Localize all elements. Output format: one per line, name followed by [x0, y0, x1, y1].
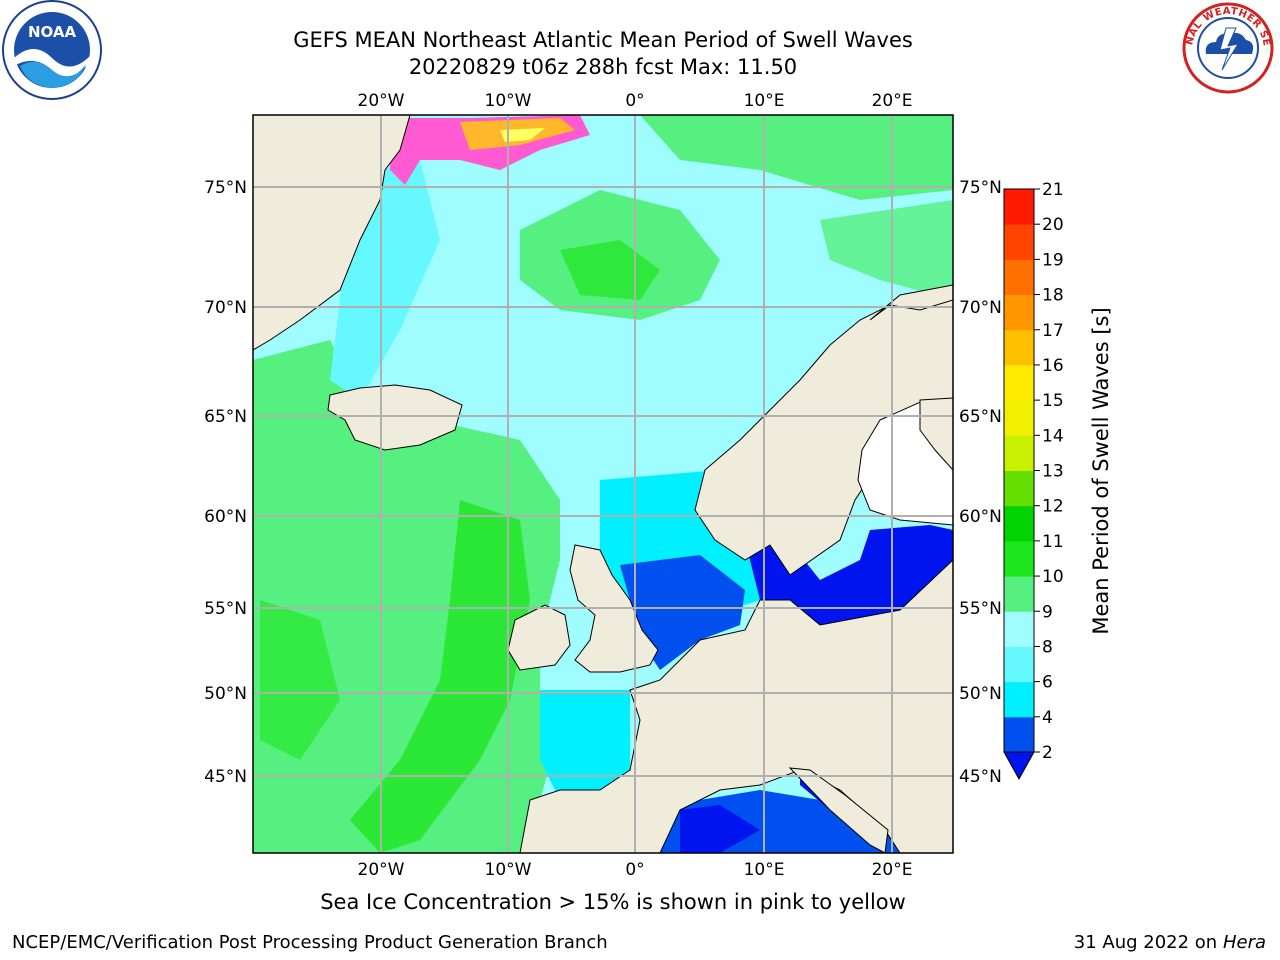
ocean-bright-green: [350, 500, 530, 853]
producer-credit: NCEP/EMC/Verification Post Processing Pr…: [12, 932, 608, 953]
sea-ice-edge: [500, 128, 545, 142]
lon-label-top: 20°E: [872, 91, 913, 111]
colorbar-box: [1004, 364, 1034, 401]
sea-ice-area: [390, 115, 590, 185]
lon-label-bottom: 20°W: [358, 860, 405, 880]
graticule: [253, 115, 953, 853]
land-iceland: [327, 384, 463, 451]
colorbar-tick-label: 21: [1042, 180, 1064, 200]
lon-label-top: 20°W: [358, 91, 405, 111]
noaa-logo-icon: NOAA: [2, 0, 102, 100]
ocean-base: [253, 115, 953, 853]
colorbar-boxes: [1004, 189, 1034, 753]
lat-label-left: 45°N: [204, 767, 247, 787]
ocean-green-north: [520, 190, 720, 320]
ocean-green-northeast: [640, 115, 953, 200]
colorbar-box: [1004, 470, 1034, 507]
colorbar-box: [1004, 294, 1034, 331]
land-italy-coast: [788, 767, 889, 853]
lon-label-top: 10°W: [485, 91, 532, 111]
colorbar-tick-label: 13: [1042, 462, 1064, 482]
land-scandinavia: [694, 284, 953, 576]
colorbar-tick-label: 2: [1042, 743, 1053, 763]
lon-label-bottom: 0°: [625, 860, 644, 880]
land-ireland: [507, 604, 571, 671]
ocean-cyan-biscay: [540, 690, 630, 800]
colorbar-tick-label: 9: [1042, 602, 1053, 622]
run-date-text: 31 Aug 2022 on: [1073, 932, 1218, 953]
ocean-blue-mediterranean: [660, 790, 953, 853]
land-europe: [519, 559, 953, 853]
colorbar-box: [1004, 505, 1034, 542]
colorbar-box: [1004, 259, 1034, 296]
lon-label-top: 0°: [625, 91, 644, 111]
ocean-bright-green-2: [260, 600, 340, 760]
map-frame: [252, 114, 954, 854]
lat-label-left: 60°N: [204, 507, 247, 527]
compute-system: Hera: [1222, 932, 1266, 953]
colorbar-under-triangle: [1003, 751, 1035, 781]
ocean-green-west: [253, 340, 560, 853]
colorbar-box: [1004, 329, 1034, 366]
gulf-of-bothnia: [857, 399, 953, 526]
sea-ice-core: [460, 118, 575, 150]
colorbar-label: Mean Period of Swell Waves [s]: [1089, 307, 1113, 634]
colorbar-box: [1004, 576, 1034, 612]
colorbar-tick-label: 19: [1042, 250, 1064, 270]
colorbar-box: [1004, 224, 1034, 260]
run-date: 31 Aug 2022 on Hera: [1074, 932, 1266, 953]
lat-label-left: 70°N: [204, 298, 247, 318]
colorbar-box: [1004, 681, 1034, 718]
nws-logo-icon: NATIONAL WEATHER SERVICE: [1176, 0, 1274, 94]
colorbar-tick-label: 20: [1042, 215, 1064, 235]
colorbar-box: [1004, 716, 1034, 753]
colorbar-tick-label: 4: [1042, 708, 1053, 728]
colorbar-ticks: 2 4 6 8 9 10 11 12 13 14 15 16 17 18 19 20 21: [1034, 180, 1064, 763]
colorbar-tick-label: 10: [1042, 567, 1064, 587]
colorbar-tick-label: 14: [1042, 426, 1064, 446]
colorbar-tick-label: 6: [1042, 673, 1053, 693]
lat-label-left: 75°N: [204, 178, 247, 198]
colorbar-tick-label: 16: [1042, 356, 1064, 376]
colorbar-tick-label: 15: [1042, 391, 1064, 411]
colorbar-tick-label: 12: [1042, 497, 1064, 517]
ocean-blue-baltic: [745, 525, 953, 625]
colorbar: 2 4 6 8 9 10 11 12 13 14 15 16 17 18 19 20 21 Mean Perio…: [1003, 180, 1113, 781]
lon-label-bottom: 20°E: [872, 860, 913, 880]
lat-label-left: 65°N: [204, 407, 247, 427]
colorbar-box: [1004, 400, 1034, 436]
colorbar-box: [1004, 435, 1034, 471]
colorbar-box: [1004, 189, 1034, 225]
colorbar-box: [1004, 611, 1034, 647]
land-greenland: [253, 115, 411, 351]
lon-label-bottom: 10°E: [744, 860, 785, 880]
colorbar-tick-label: 18: [1042, 286, 1064, 306]
lat-label-left: 55°N: [204, 599, 247, 619]
ocean-blue-north-sea: [620, 555, 745, 670]
lon-label-bottom: 10°W: [485, 860, 532, 880]
chart-title: GEFS MEAN Northeast Atlantic Mean Period…: [293, 28, 913, 52]
colorbar-tick-label: 11: [1042, 532, 1064, 552]
colorbar-box: [1004, 540, 1034, 577]
lat-label-left: 50°N: [204, 684, 247, 704]
ocean-green-barents: [820, 200, 953, 300]
land-finland: [919, 397, 953, 471]
ocean-deep-blue-med: [680, 805, 760, 853]
land-great-britain: [569, 544, 659, 673]
ocean-green-north-2: [560, 240, 660, 300]
lon-label-top: 10°E: [744, 91, 785, 111]
sea-ice-note: Sea Ice Concentration > 15% is shown in …: [320, 890, 906, 914]
colorbar-tick-label: 17: [1042, 321, 1064, 341]
chart-subtitle: 20220829 t06z 288h fcst Max: 11.50: [408, 55, 798, 79]
ocean-deep-blue-adriatic: [800, 770, 885, 845]
colorbar-box: [1004, 646, 1034, 683]
land-north-norway: [869, 284, 953, 321]
colorbar-tick-label: 8: [1042, 637, 1053, 657]
ocean-cyan-greenland: [330, 160, 440, 400]
noaa-logo-text: NOAA: [28, 23, 77, 41]
ocean-cyan-north-sea: [600, 470, 760, 620]
